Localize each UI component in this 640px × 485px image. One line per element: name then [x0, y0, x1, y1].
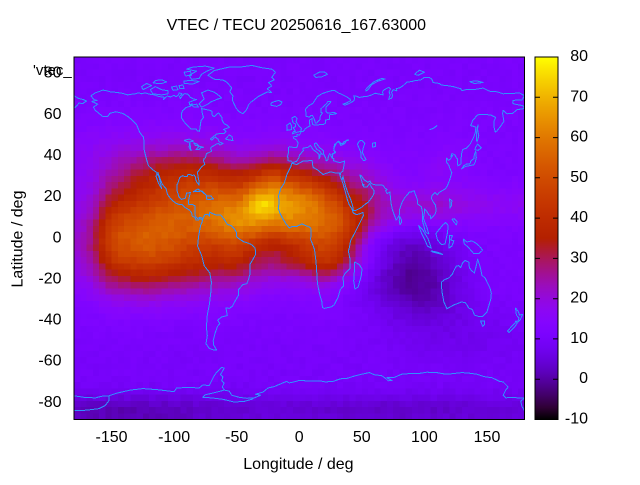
svg-text:0: 0 — [53, 229, 62, 246]
svg-text:-80: -80 — [38, 394, 61, 411]
svg-text:150: 150 — [474, 429, 501, 446]
svg-text:-20: -20 — [38, 271, 61, 288]
svg-text:-40: -40 — [38, 312, 61, 329]
svg-text:60: 60 — [44, 106, 62, 123]
svg-text:-10: -10 — [565, 411, 588, 428]
svg-text:50: 50 — [353, 429, 371, 446]
svg-text:-50: -50 — [225, 429, 248, 446]
svg-text:VTEC / TECU 20250616_167.63000: VTEC / TECU 20250616_167.63000 — [167, 17, 427, 34]
svg-text:30: 30 — [570, 249, 588, 266]
svg-text:20: 20 — [44, 188, 62, 205]
svg-text:80: 80 — [44, 65, 62, 82]
svg-text:80: 80 — [570, 48, 588, 65]
svg-text:0: 0 — [579, 370, 588, 387]
svg-text:100: 100 — [411, 429, 438, 446]
svg-text:50: 50 — [570, 169, 588, 186]
svg-text:-100: -100 — [158, 429, 190, 446]
svg-text:60: 60 — [570, 129, 588, 146]
svg-text:'vtec_: 'vtec_ — [33, 62, 72, 79]
svg-text:70: 70 — [570, 88, 588, 105]
svg-text:-60: -60 — [38, 353, 61, 370]
svg-text:40: 40 — [44, 147, 62, 164]
svg-text:-150: -150 — [95, 429, 127, 446]
svg-text:0: 0 — [295, 429, 304, 446]
svg-text:Latitude / deg: Latitude / deg — [10, 191, 27, 288]
svg-text:Longitude / deg: Longitude / deg — [243, 456, 353, 473]
svg-text:10: 10 — [570, 330, 588, 347]
svg-text:40: 40 — [570, 209, 588, 226]
svg-text:20: 20 — [570, 290, 588, 307]
